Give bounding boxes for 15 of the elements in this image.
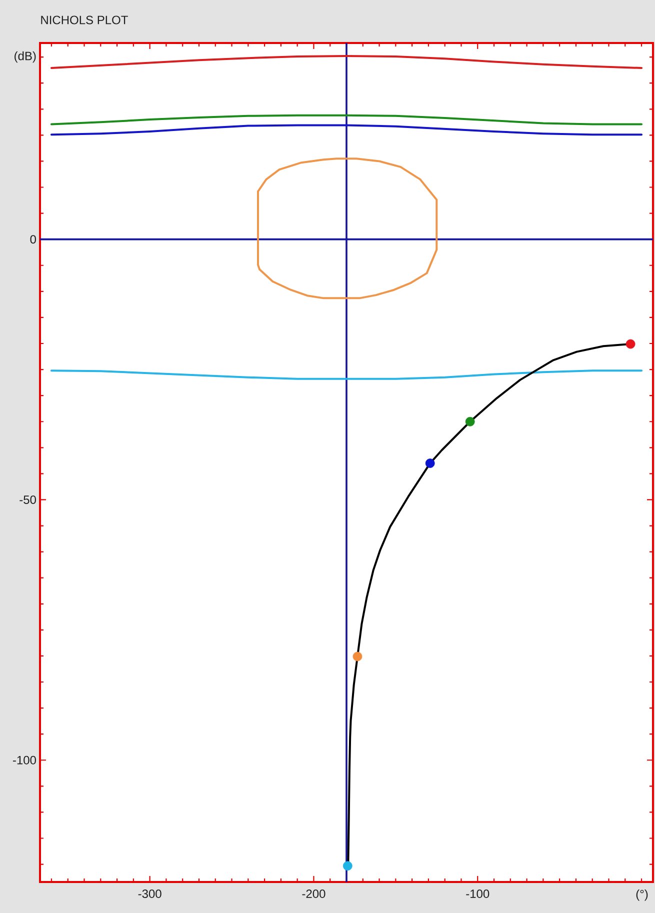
x-tick-label: -300 xyxy=(138,890,162,898)
point xyxy=(352,652,362,662)
point xyxy=(465,416,475,426)
chart-title: NICHOLS PLOT xyxy=(41,16,128,24)
point xyxy=(626,339,636,349)
x-tick-label: -200 xyxy=(302,890,326,898)
point xyxy=(342,861,352,871)
y-tick-label: -100 xyxy=(12,756,36,764)
y-tick-label: -50 xyxy=(20,495,36,504)
line-series xyxy=(256,158,438,300)
x-axis-title: (°) xyxy=(636,890,648,901)
y-axis-title: (dB) xyxy=(14,51,36,63)
point xyxy=(425,458,435,468)
y-tick-label: 0 xyxy=(30,235,36,244)
x-tick-label: -100 xyxy=(466,890,490,898)
